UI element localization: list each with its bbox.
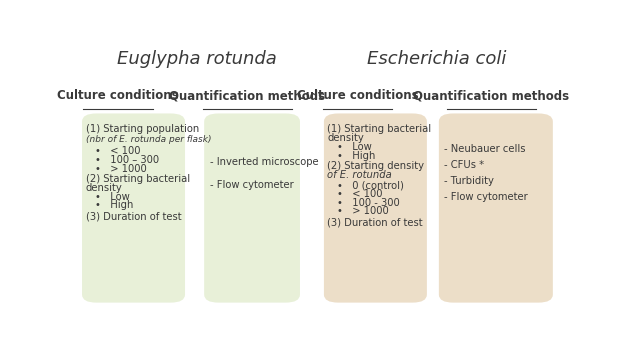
Text: of E. rotunda: of E. rotunda bbox=[328, 170, 392, 180]
Text: (2) Starting density: (2) Starting density bbox=[328, 161, 425, 171]
Text: - Neubauer cells: - Neubauer cells bbox=[444, 144, 525, 154]
Text: density: density bbox=[328, 133, 364, 143]
Text: - Flow cytometer: - Flow cytometer bbox=[444, 192, 527, 202]
Text: Escherichia coli: Escherichia coli bbox=[366, 49, 506, 67]
Text: (2) Starting bacterial: (2) Starting bacterial bbox=[86, 174, 190, 184]
Text: •   > 1000: • > 1000 bbox=[95, 164, 147, 174]
Text: Euglypha rotunda: Euglypha rotunda bbox=[117, 49, 277, 67]
Text: •   Low: • Low bbox=[95, 192, 130, 201]
Text: •   100 – 300: • 100 – 300 bbox=[95, 155, 159, 165]
Text: •   < 100: • < 100 bbox=[337, 189, 383, 199]
Text: •   0 (control): • 0 (control) bbox=[337, 180, 404, 190]
Text: •   High: • High bbox=[337, 151, 375, 161]
Text: (1) Starting bacterial: (1) Starting bacterial bbox=[328, 124, 431, 134]
Text: (3) Duration of test: (3) Duration of test bbox=[328, 217, 423, 227]
Text: (nbr of E. rotunda per flask): (nbr of E. rotunda per flask) bbox=[86, 135, 211, 144]
Text: •   High: • High bbox=[95, 200, 134, 210]
Text: - Flow cytometer: - Flow cytometer bbox=[210, 180, 294, 190]
Text: (3) Duration of test: (3) Duration of test bbox=[86, 211, 182, 221]
FancyBboxPatch shape bbox=[204, 113, 300, 303]
Text: density: density bbox=[86, 183, 122, 193]
Text: (1) Starting population: (1) Starting population bbox=[86, 124, 199, 134]
Text: Quantification methods: Quantification methods bbox=[169, 90, 325, 102]
Text: - Inverted microscope: - Inverted microscope bbox=[210, 157, 319, 167]
Text: •   < 100: • < 100 bbox=[95, 146, 141, 156]
FancyBboxPatch shape bbox=[439, 113, 553, 303]
Text: Culture conditions: Culture conditions bbox=[57, 90, 179, 102]
Text: •   Low: • Low bbox=[337, 142, 371, 152]
Text: •   > 1000: • > 1000 bbox=[337, 207, 389, 217]
Text: Quantification methods: Quantification methods bbox=[413, 90, 570, 102]
Text: - CFUs *: - CFUs * bbox=[444, 160, 484, 170]
Text: Culture conditions: Culture conditions bbox=[297, 90, 418, 102]
FancyBboxPatch shape bbox=[324, 113, 427, 303]
Text: •   100 - 300: • 100 - 300 bbox=[337, 198, 400, 208]
FancyBboxPatch shape bbox=[82, 113, 185, 303]
Text: - Turbidity: - Turbidity bbox=[444, 176, 494, 186]
